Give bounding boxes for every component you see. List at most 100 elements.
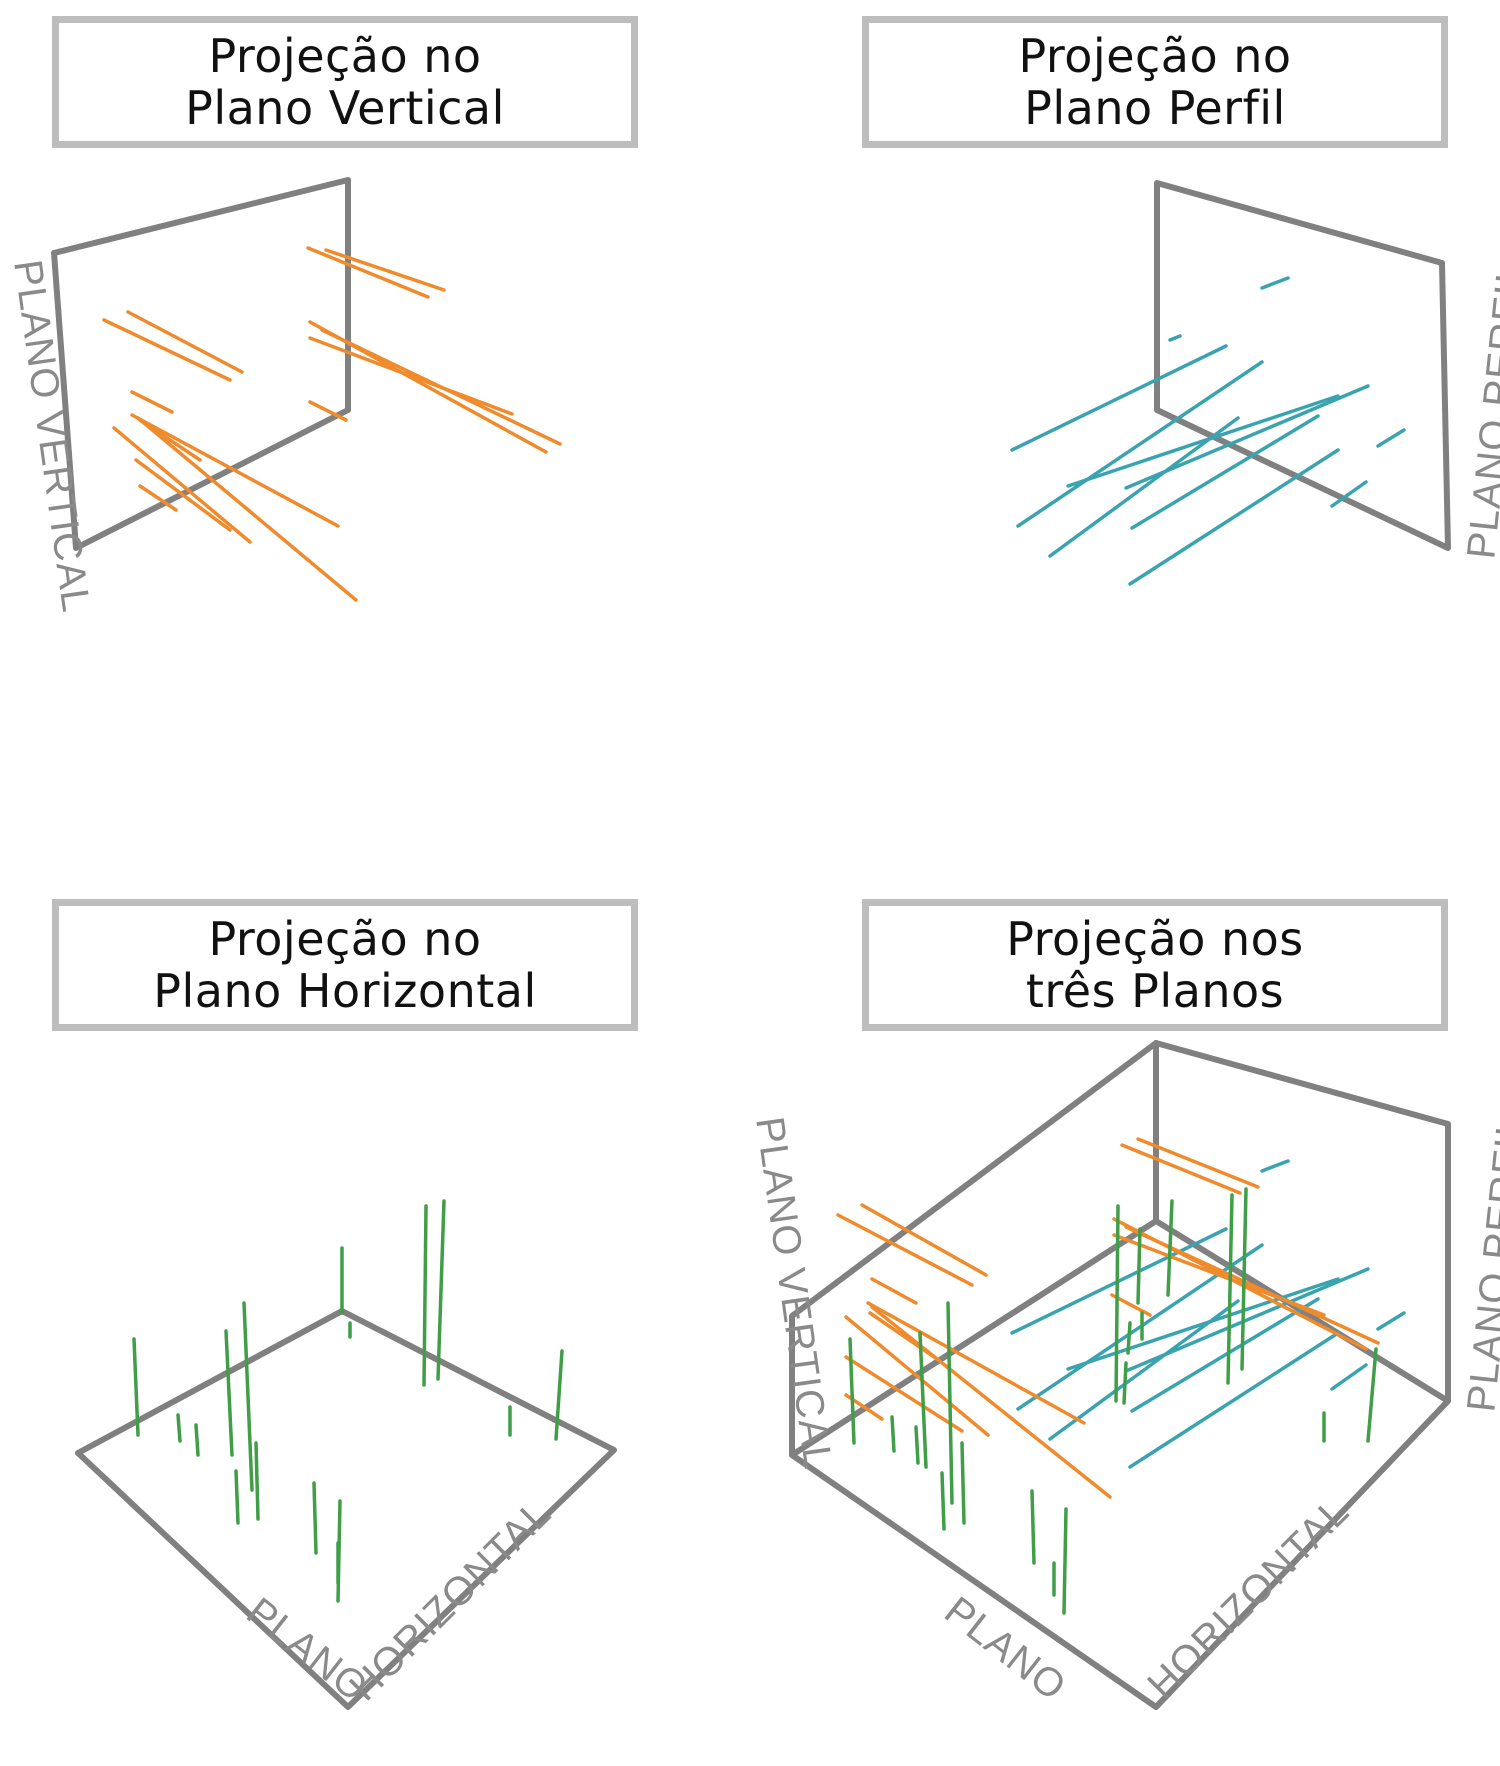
vertical-projection-lines [102, 246, 562, 602]
projection-line [914, 1425, 920, 1465]
projection-line [940, 1471, 946, 1531]
projection-line [436, 1199, 446, 1381]
projection-line [320, 328, 562, 446]
projection-line [1376, 1311, 1406, 1331]
title-line-1: Projeção nos [1006, 912, 1304, 966]
title-box: Projeção nos três Planos [862, 899, 1448, 1031]
title-box: Projeção no Plano Vertical [52, 16, 638, 148]
projection-line [860, 1203, 988, 1277]
projection-line [1066, 394, 1340, 488]
projection-line [1048, 416, 1240, 558]
horizontal-plane-label-b: HORIZONTAL [341, 1491, 559, 1709]
projection-line [130, 413, 340, 528]
projection-line [1168, 334, 1182, 342]
projection-line [194, 1423, 200, 1457]
projection-line [946, 1301, 954, 1505]
projection-line [1130, 1297, 1320, 1413]
projection-line [136, 416, 358, 602]
profile-plane-outline [1154, 180, 1451, 551]
vertical-plane-diagram: PLANO VERTICAL [5, 177, 562, 615]
projection-line [1260, 276, 1290, 290]
projection-line [866, 1301, 1086, 1425]
projection-line [1010, 1227, 1228, 1335]
three-planes-outline [789, 1040, 1451, 1710]
title-line-2: Plano Horizontal [153, 964, 537, 1018]
panel-horizontal-projection: Projeção no Plano Horizontal PLANO HORIZ… [0, 883, 750, 1766]
projection-line [308, 400, 348, 422]
projection-line [844, 1315, 990, 1437]
panel-vertical-projection: Projeção no Plano Vertical PLANO VERTICA… [0, 0, 750, 883]
projection-line [306, 246, 430, 299]
projection-line [1376, 428, 1406, 448]
projection-line [1136, 1137, 1260, 1189]
panel-three-planes: Projeção nos três Planos PLANO VERTICAL … [747, 883, 1500, 1766]
projection-line [176, 1413, 182, 1443]
projection-line [1126, 1321, 1132, 1355]
projection-line [1130, 414, 1320, 530]
projection-line [126, 310, 244, 374]
title-box: Projeção no Plano Perfil [862, 16, 1448, 148]
profile-plane-label: PLANO PERFIL [1459, 259, 1500, 561]
projection-line [112, 426, 252, 544]
profile-projection-lines [1010, 276, 1406, 586]
projection-line [138, 418, 202, 462]
projection-line [1128, 1331, 1340, 1469]
projection-line [1010, 344, 1228, 452]
projection-line [242, 1301, 254, 1492]
projection-line [1124, 1225, 1380, 1345]
projection-line [1240, 1187, 1248, 1371]
projection-line [1062, 1507, 1068, 1615]
projection-line [312, 1481, 318, 1555]
title-line-2: Plano Perfil [1024, 81, 1286, 135]
projection-line [960, 1441, 966, 1525]
vertical-plane-label: PLANO VERTICAL [5, 257, 98, 615]
projection-line [554, 1349, 564, 1441]
projection-line [844, 1355, 964, 1433]
projection-line [1136, 1227, 1142, 1305]
projection-line [102, 318, 232, 382]
projection-line [1114, 1204, 1120, 1403]
title-line-1: Projeção no [208, 29, 482, 83]
title-box: Projeção no Plano Horizontal [52, 899, 638, 1031]
projection-line [1048, 1299, 1240, 1441]
panel-profile-projection: Projeção no Plano Perfil PLANO PERFIL [750, 0, 1500, 883]
projection-line [918, 1331, 928, 1469]
projection-line [868, 1311, 942, 1363]
horizontal-plane-outline [789, 1398, 1451, 1710]
horizontal-projection-lines [848, 1187, 1378, 1615]
projection-line [138, 484, 178, 512]
horizontal-projection-lines [132, 1199, 564, 1603]
title-line-1: Projeção no [1018, 29, 1292, 83]
vertical-plane-outline [789, 1040, 1159, 1458]
three-planes-diagram: PLANO VERTICAL PLANO PERFIL PLANO HORIZO… [747, 1040, 1500, 1710]
projection-line [324, 248, 446, 292]
projection-line [890, 1415, 896, 1453]
projection-line [1066, 1277, 1340, 1371]
projection-line [254, 1441, 260, 1521]
title-line-2: Plano Vertical [185, 81, 505, 135]
projection-line [1260, 1159, 1290, 1173]
projection-line [1122, 1361, 1128, 1405]
vertical-plane-outline [51, 177, 351, 551]
projection-line [1128, 448, 1340, 586]
projection-line [1120, 1143, 1242, 1195]
horizontal-plane-label-a: PLANO [936, 1588, 1074, 1709]
projection-line [870, 1305, 1112, 1499]
projection-line [1016, 360, 1264, 528]
projection-line [130, 390, 174, 414]
projection-line [308, 336, 514, 416]
title-line-1: Projeção no [208, 912, 482, 966]
projection-line [836, 1213, 974, 1287]
profile-plane-diagram: PLANO PERFIL [1010, 180, 1500, 586]
projection-line [132, 1337, 140, 1437]
vertical-projection-lines [836, 1137, 1380, 1499]
projection-line [1166, 1199, 1174, 1297]
projection-line [1366, 1347, 1378, 1443]
projection-line [422, 1204, 428, 1387]
projection-line [134, 458, 232, 532]
projection-line [234, 1469, 240, 1525]
projection-line [870, 1277, 918, 1305]
profile-plane-label: PLANO PERFIL [1459, 1112, 1500, 1414]
title-line-2: três Planos [1025, 964, 1285, 1018]
projection-line [224, 1329, 234, 1457]
